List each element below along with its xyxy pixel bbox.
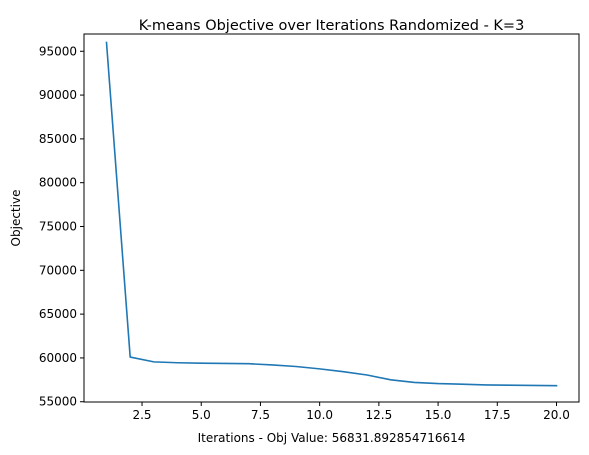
x-axis: 2.5 5.0 7.5 10.0 12.5 15.0 17.5 20.0	[132, 402, 570, 422]
y-tick-label: 55000	[39, 395, 77, 409]
x-tick-label: 17.5	[484, 408, 511, 422]
y-tick-label: 80000	[39, 176, 77, 190]
y-tick-label: 95000	[39, 44, 77, 58]
x-tick-label: 2.5	[132, 408, 151, 422]
y-tick-label: 70000	[39, 263, 77, 277]
y-tick-label: 75000	[39, 219, 77, 233]
y-tick-label: 65000	[39, 307, 77, 321]
x-tick-label: 20.0	[543, 408, 570, 422]
y-tick-label: 85000	[39, 132, 77, 146]
x-tick-label: 7.5	[251, 408, 270, 422]
x-tick-label: 15.0	[425, 408, 452, 422]
y-tick-label: 60000	[39, 351, 77, 365]
y-axis: 55000 60000 65000 70000 75000 80000 85000 90000…	[39, 44, 84, 409]
chart-title: K-means Objective over Iterations Random…	[139, 18, 525, 34]
y-axis-label: Objective	[9, 190, 23, 247]
plot-area	[83, 33, 580, 403]
series-layer	[105, 41, 558, 387]
x-tick-label: 12.5	[366, 408, 393, 422]
x-axis-label: Iterations - Obj Value: 56831.8928547166…	[198, 431, 466, 445]
x-tick-label: 10.0	[306, 408, 333, 422]
x-tick-label: 5.0	[192, 408, 211, 422]
y-tick-label: 90000	[39, 88, 77, 102]
plot-frame	[83, 33, 580, 403]
series-line	[105, 41, 558, 387]
